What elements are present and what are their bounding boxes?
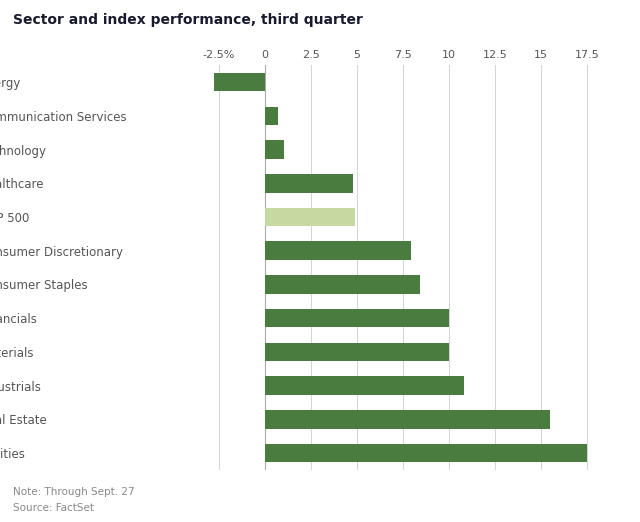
Text: Source: FactSet: Source: FactSet	[13, 503, 94, 513]
Bar	[265, 140, 284, 159]
Bar	[265, 410, 550, 429]
Bar	[265, 208, 355, 226]
Bar	[265, 275, 420, 294]
Text: Sector and index performance, third quarter: Sector and index performance, third quar…	[13, 13, 363, 27]
Text: Note: Through Sept. 27: Note: Through Sept. 27	[13, 487, 134, 497]
Bar	[265, 174, 353, 193]
Bar	[214, 73, 265, 91]
Bar	[265, 241, 410, 260]
Bar	[265, 376, 464, 395]
Bar	[265, 342, 449, 361]
Bar	[265, 106, 278, 125]
Bar	[265, 444, 587, 462]
Bar	[265, 309, 449, 327]
